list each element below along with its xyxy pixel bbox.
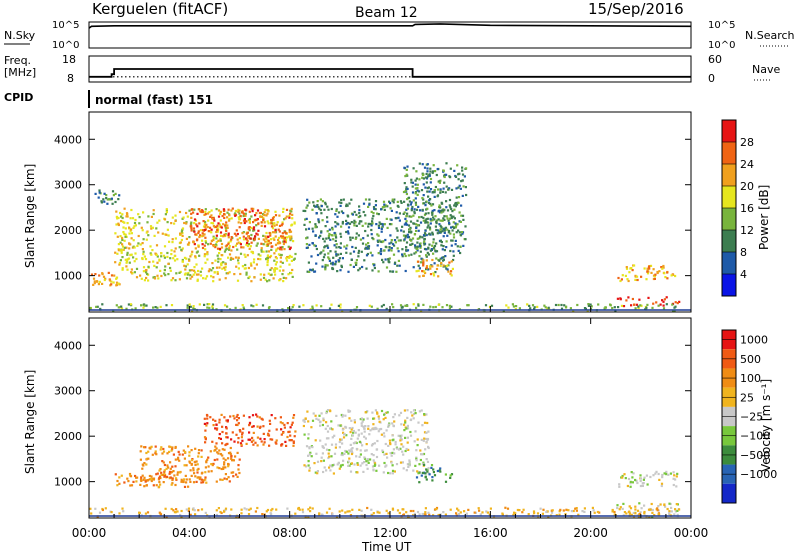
freq-panel-frame [88, 55, 692, 83]
colorbar-tick-label: 12 [740, 224, 754, 237]
nsky-panel-frame [88, 21, 692, 49]
colorbar-swatch [722, 164, 736, 186]
ytick-label: 3000 [54, 385, 82, 398]
nsky-right-tick-top: 10^5 [708, 20, 735, 31]
time-axis: 00:00 04:00 08:00 12:00 16:00 20:00 00:00 [72, 306, 709, 540]
colorbar-tick-label: 25 [740, 391, 754, 404]
xtick-label: 00:00 [72, 526, 107, 540]
freq-left-tick-top: 18 [62, 53, 76, 66]
data-region-5 [415, 258, 454, 278]
colorbar-tick-label: 28 [740, 136, 754, 149]
data-region-3 [302, 409, 430, 475]
data-region-1 [189, 207, 292, 251]
data-region-4 [415, 463, 454, 484]
ytick-label: 4000 [54, 339, 82, 352]
freq-label-line2: [MHz] [4, 66, 36, 79]
cpid-text: normal (fast) 151 [95, 93, 213, 107]
frequency-series-line [89, 68, 691, 78]
nsky-label: N.Sky [4, 29, 36, 42]
ytick-label: 2000 [54, 430, 82, 443]
colorbar-tick-label: 4 [740, 268, 747, 281]
power-heatmap [89, 162, 691, 312]
ytick-label: 1000 [54, 270, 82, 283]
freq-right-tick-top: 60 [708, 53, 722, 66]
nsky-series-line [88, 23, 692, 29]
power-ylabel: Slant Range [km] [23, 164, 37, 268]
freq-right-tick-bottom: 0 [708, 72, 715, 85]
cpid-label: CPID [4, 91, 33, 104]
velocity-colorbar: 1000 500 100 25 −25 −100 −500 −1000 [721, 329, 777, 504]
velocity-ylabel: Slant Range [km] [23, 370, 37, 474]
nsky-left-tick-bottom: 10^0 [52, 40, 79, 51]
colorbar-swatch [722, 230, 736, 252]
xtick-label: 08:00 [272, 526, 307, 540]
power-colorbar: 28 24 20 16 12 8 4 [721, 119, 754, 297]
data-region-6 [402, 162, 468, 255]
power-yaxis: 4000 3000 2000 1000 [54, 133, 691, 283]
colorbar-swatch [722, 274, 736, 296]
freq-left-tick-bottom: 8 [67, 72, 74, 85]
colorbar-tick-label: −25 [740, 411, 763, 424]
data-region-3 [94, 189, 121, 205]
colorbar-swatch [722, 142, 736, 164]
data-region-2 [114, 472, 192, 489]
xtick-label: 04:00 [172, 526, 207, 540]
nsky-left-tick-top: 10^5 [52, 20, 79, 31]
data-region-7 [617, 264, 677, 283]
data-region-8 [616, 296, 681, 308]
colorbar-tick-label: −500 [740, 449, 770, 462]
data-region-0 [114, 207, 297, 283]
ytick-label: 1000 [54, 476, 82, 489]
beam-title: Beam 12 [355, 5, 418, 21]
xtick-label: 00:00 [674, 526, 709, 540]
colorbar-tick-label: 500 [740, 353, 761, 366]
power-colorbar-label: Power [dB] [757, 185, 771, 250]
data-region-1 [139, 445, 241, 484]
colorbar-swatch [722, 483, 736, 503]
xtick-label: 12:00 [373, 526, 408, 540]
nave-label: Nave [752, 63, 780, 76]
colorbar-tick-label: 16 [740, 202, 754, 215]
colorbar-tick-label: 20 [740, 180, 754, 193]
data-region-4 [302, 198, 455, 274]
colorbar-swatch [722, 208, 736, 230]
velocity-panel-frame [88, 317, 692, 519]
xtick-label: 20:00 [573, 526, 608, 540]
freq-label-line1: Freq. [4, 54, 31, 67]
colorbar-tick-label: 24 [740, 158, 754, 171]
nsearch-label: N.Search [745, 29, 795, 42]
colorbar-swatch [722, 186, 736, 208]
date-title: 15/Sep/2016 [588, 0, 684, 18]
colorbar-tick-label: 1000 [740, 334, 768, 347]
velocity-colorbar-label: Velocity [m s⁻¹] [759, 379, 773, 472]
ytick-label: 2000 [54, 224, 82, 237]
colorbar-swatch [722, 252, 736, 274]
colorbar-tick-label: −100 [740, 430, 770, 443]
ytick-label: 3000 [54, 179, 82, 192]
colorbar-tick-label: −1000 [740, 468, 777, 481]
station-title: Kerguelen (fitACF) [92, 0, 228, 18]
ytick-label: 4000 [54, 133, 82, 146]
data-region-5 [618, 470, 679, 488]
xaxis-label: Time UT [361, 540, 412, 554]
colorbar-tick-label: 100 [740, 372, 761, 385]
data-region-0 [203, 413, 297, 447]
velocity-yaxis: 4000 3000 2000 1000 [54, 339, 691, 489]
nsky-right-tick-bottom: 10^0 [708, 40, 735, 51]
xtick-label: 16:00 [473, 526, 508, 540]
velocity-heatmap [89, 409, 691, 518]
colorbar-tick-label: 8 [740, 246, 747, 259]
data-region-2 [90, 271, 121, 287]
colorbar-swatch [722, 120, 736, 142]
